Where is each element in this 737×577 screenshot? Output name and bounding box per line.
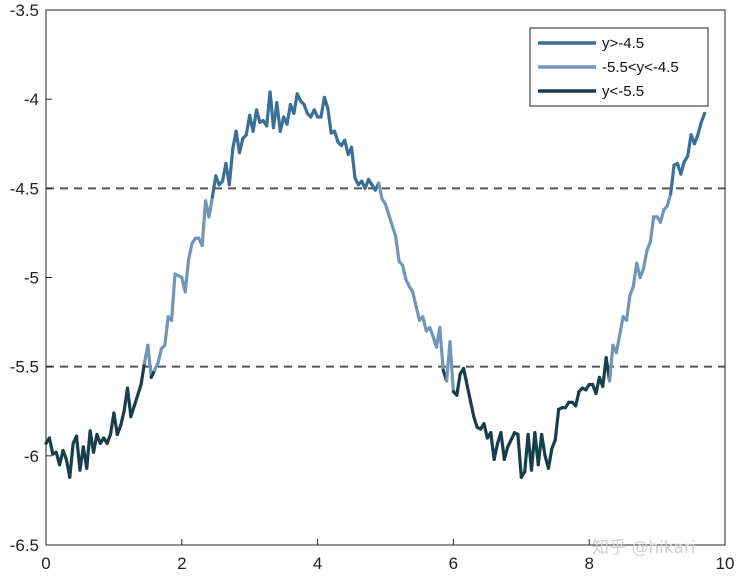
line-segment [607,343,615,383]
line-segment [624,293,632,322]
x-tick-label: 6 [449,554,458,573]
y-tick-label: -5.5 [10,358,39,377]
y-tick-label: -4.5 [10,179,39,198]
line-segment [614,332,622,354]
line-segment [658,208,666,224]
line-segment [699,111,707,124]
line-segment [421,315,428,333]
line-segment [465,382,472,403]
legend: y>-4.5 -5.5<y<-4.5 y<-5.5 [529,27,709,107]
line-segment [414,304,422,322]
line-segment [574,390,581,408]
line-segment [112,411,119,437]
line-segment [394,234,401,264]
y-tick-label: -5 [24,269,39,288]
line-segment [553,407,561,442]
line-segment [129,404,136,419]
line-segment [400,263,408,281]
line-segment [326,106,333,135]
line-segment [387,213,394,228]
line-segment [383,202,391,217]
line-segment [139,361,147,387]
line-segment [292,92,299,116]
line-segment [665,192,673,208]
line-segment [125,386,133,419]
x-tick-label: 2 [177,554,186,573]
legend-label: -5.5<y<-4.5 [602,59,679,76]
axes-layer [45,9,726,546]
line-segment [696,120,703,137]
line-segment [641,249,649,271]
line-segment [183,258,191,294]
tick-labels-layer: 0 2 4 6 8 10 -3.5 -4 -4.5 -5 -5.5 -6 -6.5 [10,1,735,573]
line-segment [669,163,676,196]
y-tick-label: -4 [24,90,39,109]
line-segment [332,129,340,144]
reference-lines-layer [46,187,725,368]
legend-label: y>-4.5 [602,35,644,52]
line-segment [207,195,214,219]
line-segment [237,136,245,155]
line-segment [119,409,126,428]
line-segment [322,95,330,110]
line-segment [132,393,140,408]
x-tick-label: 0 [41,554,50,573]
watermark-text: 知乎 @hikari [592,538,696,558]
line-segment [499,431,506,461]
line-segment [438,325,445,372]
line-segment [516,432,523,479]
line-segment [540,432,547,458]
line-segment [349,145,357,180]
line-segment [227,147,235,187]
line-segment [163,315,170,347]
y-tick-label: -6.5 [10,536,39,555]
line-segment [377,181,384,201]
line-segment [68,441,75,479]
x-tick-label: 4 [313,554,322,573]
line-segment [210,174,218,199]
line-segment [468,398,476,419]
x-tick-label: 8 [584,554,593,573]
legend-label: y<-5.5 [602,83,644,100]
line-segment [648,215,656,244]
line-segment [275,101,282,133]
line-segment [186,242,194,262]
line-segment [285,102,293,126]
line-segment [492,441,500,461]
line-segment [482,422,489,440]
line-segment [472,415,479,429]
line-segment [156,347,164,365]
line-segment [546,447,554,470]
line-segment [200,199,208,247]
line-segment [170,272,177,322]
line-segment [47,436,55,456]
y-tick-label: -3.5 [10,1,39,20]
line-segment [455,372,462,397]
x-tick-label: 10 [716,554,735,573]
line-segment [448,340,455,394]
line-segment [461,366,469,387]
line-segment [411,290,418,308]
line-segment [254,108,262,124]
line-segment [679,159,686,176]
line-segment [136,382,143,397]
line-segment [146,343,153,379]
line-segment [390,224,398,239]
line-segment [502,445,510,461]
y-tick-label: -6 [24,447,39,466]
data-lines-layer [44,90,707,479]
line-segment [618,315,625,337]
line-segment [686,133,693,158]
